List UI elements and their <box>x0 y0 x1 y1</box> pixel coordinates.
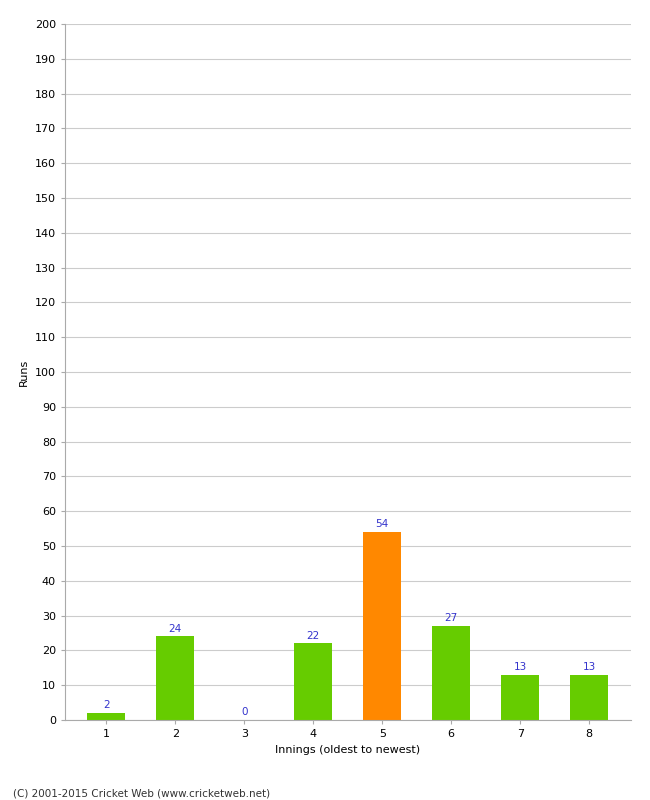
Bar <box>294 643 332 720</box>
Bar <box>501 674 539 720</box>
Bar <box>570 674 608 720</box>
Bar <box>87 713 125 720</box>
Text: 22: 22 <box>307 630 320 641</box>
Bar <box>157 637 194 720</box>
Y-axis label: Runs: Runs <box>20 358 29 386</box>
Bar <box>432 626 470 720</box>
Text: (C) 2001-2015 Cricket Web (www.cricketweb.net): (C) 2001-2015 Cricket Web (www.cricketwe… <box>13 788 270 798</box>
Text: 13: 13 <box>514 662 526 672</box>
Text: 54: 54 <box>376 519 389 530</box>
Text: 0: 0 <box>241 707 248 718</box>
Text: 27: 27 <box>445 614 458 623</box>
Text: 13: 13 <box>582 662 596 672</box>
X-axis label: Innings (oldest to newest): Innings (oldest to newest) <box>275 745 421 754</box>
Text: 2: 2 <box>103 700 110 710</box>
Bar <box>363 532 401 720</box>
Text: 24: 24 <box>169 624 182 634</box>
